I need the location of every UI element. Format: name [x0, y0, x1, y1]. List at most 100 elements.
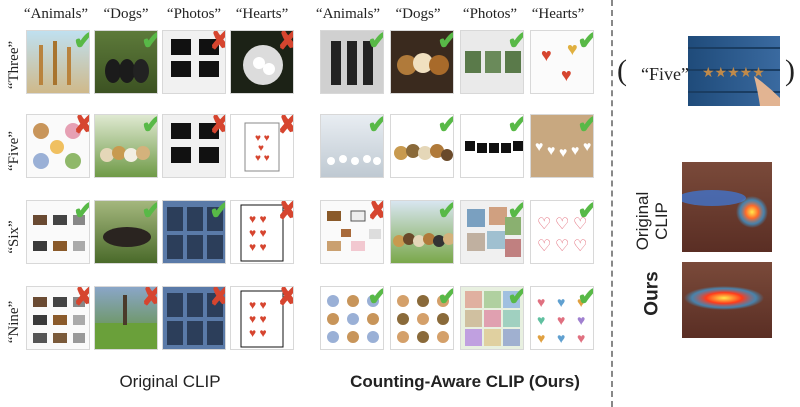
- photos-illustration: [465, 51, 521, 73]
- cross-icon: ✘: [73, 115, 89, 137]
- check-icon: ✔: [507, 201, 523, 223]
- image-hearts-three-ours: ♥ ♥ ♥ ✔: [530, 30, 594, 94]
- image-photos-six-ours: ✔: [460, 200, 524, 264]
- check-icon: ✔: [577, 115, 593, 137]
- svg-text:★★★★★: ★★★★★: [702, 64, 765, 80]
- image-animals-nine-ours: ✔: [320, 286, 384, 350]
- bowl-illustration: [243, 45, 283, 85]
- card-illustration: ♥ ♥♥ ♥♥ ♥: [240, 204, 284, 262]
- animals-illustration: [327, 295, 379, 343]
- dogs-illustration: [394, 144, 453, 161]
- check-icon: ✔: [141, 201, 157, 223]
- image-photos-nine: ✘: [162, 286, 226, 350]
- svg-text:♥: ♥: [557, 294, 565, 310]
- dogs-illustration: [397, 53, 449, 75]
- image-nine-of-hearts-2: ♥ ♥♥ ♥♥ ♥ ✘: [230, 286, 294, 350]
- animals-illustration: [33, 297, 85, 343]
- image-park: ✘: [94, 286, 158, 350]
- image-giraffes: ✔: [26, 30, 90, 94]
- col-head-photos-ours: “Photos”: [462, 6, 518, 22]
- svg-text:♥: ♥: [561, 65, 572, 85]
- query-image: ★★★★★: [688, 36, 780, 106]
- cross-icon: ✘: [73, 287, 89, 309]
- svg-text:♥: ♥: [541, 45, 552, 65]
- frames-illustration: [171, 39, 219, 77]
- park-illustration: [95, 295, 157, 349]
- svg-text:♥: ♥: [557, 330, 565, 346]
- image-photos-three-ours: ✔: [460, 30, 524, 94]
- image-dogs-three-ours: ✔: [390, 30, 454, 94]
- svg-text:♥ ♥: ♥ ♥: [249, 298, 267, 312]
- check-icon: ✔: [367, 115, 383, 137]
- cross-icon: ✘: [277, 31, 293, 53]
- heatmap-original-clip: [678, 162, 772, 252]
- image-animals-six: ✔: [26, 200, 90, 264]
- svg-text:♥ ♥: ♥ ♥: [249, 226, 267, 240]
- image-hearts-nine-ours: ♥ ♥ ♥ ♥ ♥ ♥ ♥ ♥ ♥ ✔: [530, 286, 594, 350]
- dogs-illustration: [100, 146, 150, 162]
- cross-icon: ✘: [209, 287, 225, 309]
- hearts-illustration: ♥ ♥ ♥: [541, 39, 578, 85]
- cross-icon: ✘: [209, 115, 225, 137]
- animals-illustration: [33, 215, 85, 251]
- svg-text:♥: ♥: [577, 294, 585, 310]
- dogs-illustration: [103, 227, 151, 247]
- col-head-photos: “Photos”: [166, 6, 222, 22]
- svg-text:♡: ♡: [537, 238, 551, 255]
- row-label-nine: “Nine”: [6, 300, 22, 344]
- col-head-dogs: “Dogs”: [103, 6, 149, 22]
- svg-text:♡: ♡: [573, 238, 587, 255]
- col-head-hearts-ours: “Hearts”: [531, 6, 585, 22]
- svg-text:♥ ♥: ♥ ♥: [249, 312, 267, 326]
- image-dogs-five-ours: ✔: [390, 114, 454, 178]
- check-icon: ✔: [507, 115, 523, 137]
- svg-text:♡: ♡: [555, 216, 569, 233]
- check-icon: ✔: [73, 31, 89, 53]
- svg-text:♥ ♥: ♥ ♥: [255, 153, 270, 164]
- svg-text:♥: ♥: [583, 138, 591, 154]
- image-five-of-hearts: ♥ ♥♥♥ ♥ ✘: [230, 114, 294, 178]
- check-icon: ✔: [507, 31, 523, 53]
- image-photos-five-ours: ✔: [460, 114, 524, 178]
- row-label-six: “Six”: [6, 220, 22, 254]
- hearts-illustration: ♥ ♥ ♥ ♥ ♥: [535, 138, 591, 160]
- image-photos-six: ✔: [162, 200, 226, 264]
- query-close-paren: ): [785, 54, 795, 87]
- image-hearts-five-ours: ♥♥♥♥♥ ✔: [530, 114, 594, 178]
- hearts-illustration: ♡ ♡ ♡♡ ♡ ♡: [537, 216, 587, 255]
- cross-icon: ✘: [367, 201, 383, 223]
- cartoon-animals-illustration: [33, 123, 81, 169]
- giraffes-illustration: [39, 41, 71, 85]
- svg-text:♥ ♥: ♥ ♥: [249, 326, 267, 340]
- heatmap-illustration: [678, 190, 768, 228]
- svg-text:♥: ♥: [537, 312, 545, 328]
- cross-icon: ✘: [141, 287, 157, 309]
- check-icon: ✔: [141, 31, 157, 53]
- svg-text:♥ ♥: ♥ ♥: [249, 240, 267, 254]
- svg-text:♥ ♥: ♥ ♥: [255, 133, 270, 144]
- caption-counting-aware-clip: Counting-Aware CLIP (Ours): [350, 372, 580, 391]
- zebras-illustration: [331, 41, 373, 85]
- dogs-illustration: [105, 59, 149, 83]
- image-dogs-six: ✔: [94, 200, 158, 264]
- check-icon: ✔: [73, 201, 89, 223]
- col-head-animals: “Animals”: [23, 6, 89, 22]
- side-label-original-clip: Original CLIP: [633, 191, 671, 251]
- cross-icon: ✘: [277, 115, 293, 137]
- check-icon: ✔: [209, 201, 225, 223]
- image-dogs-six-ours: ✔: [390, 200, 454, 264]
- check-icon: ✔: [367, 287, 383, 309]
- svg-text:♥: ♥: [571, 142, 579, 158]
- svg-text:♥: ♥: [547, 142, 555, 158]
- birds-illustration: [327, 155, 381, 165]
- image-photos-nine-ours: ✔: [460, 286, 524, 350]
- svg-text:♡: ♡: [537, 216, 551, 233]
- dogs-illustration: [397, 295, 449, 343]
- cross-icon: ✘: [277, 287, 293, 309]
- svg-text:♥: ♥: [559, 144, 567, 160]
- check-icon: ✔: [577, 31, 593, 53]
- card-illustration: ♥ ♥♥ ♥♥ ♥: [240, 290, 284, 348]
- heatmap-ours: [682, 262, 772, 338]
- cross-icon: ✘: [209, 31, 225, 53]
- frames-illustration: [171, 123, 219, 163]
